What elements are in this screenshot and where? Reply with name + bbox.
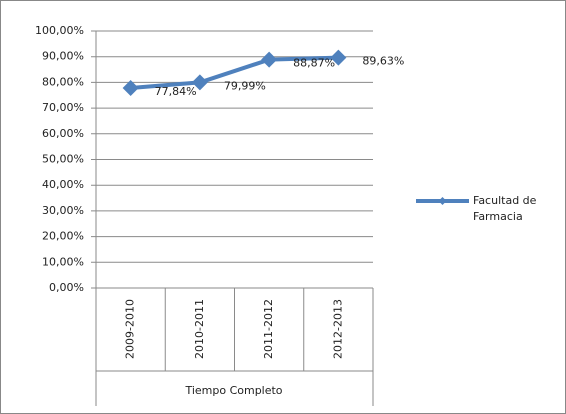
y-tick-label: 100,00% [35, 24, 84, 37]
x-tick-label: 2012-2013 [331, 299, 344, 359]
x-tick-label: 2011-2012 [262, 299, 275, 359]
legend-label: Facultad de Farmacia [473, 194, 537, 223]
y-tick-label: 30,00% [42, 204, 84, 217]
y-tick-label: 80,00% [42, 75, 84, 88]
legend-marker [438, 197, 447, 205]
data-label: 89,63% [362, 55, 404, 68]
y-tick-label: 10,00% [42, 255, 84, 268]
y-tick-label: 20,00% [42, 230, 84, 243]
y-tick-label: 60,00% [42, 127, 84, 140]
y-tick-label: 70,00% [42, 101, 84, 114]
x-tick-label: 2009-2010 [124, 299, 137, 359]
x-tick-label: 2010-2011 [193, 299, 206, 359]
x-group-label: Tiempo Completo [184, 384, 282, 397]
y-tick-label: 90,00% [42, 50, 84, 63]
marker [191, 74, 208, 91]
data-label: 88,87% [293, 57, 335, 70]
marker [330, 49, 347, 66]
data-label: 77,84% [155, 85, 197, 98]
y-tick-label: 50,00% [42, 153, 84, 166]
marker [261, 51, 278, 68]
series-line [130, 55, 339, 90]
data-label: 79,99% [224, 79, 266, 92]
y-tick-label: 40,00% [42, 178, 84, 191]
y-tick-label: 0,00% [49, 281, 84, 294]
marker [122, 79, 139, 96]
